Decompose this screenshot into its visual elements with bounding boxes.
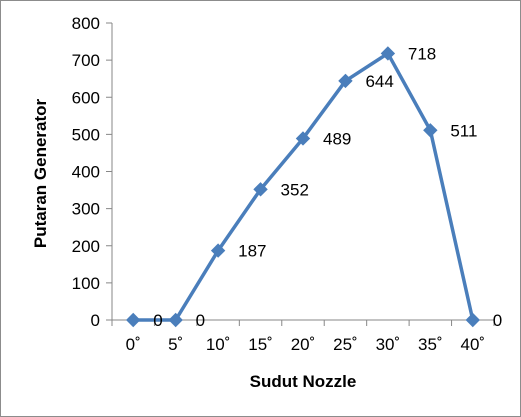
data-label: 718 bbox=[408, 44, 436, 63]
x-tick-label: 20˚ bbox=[291, 335, 316, 354]
data-point-marker bbox=[168, 312, 183, 328]
y-tick-label: 700 bbox=[72, 51, 100, 70]
data-label: 644 bbox=[365, 72, 393, 91]
x-tick-label: 40˚ bbox=[460, 335, 485, 354]
data-point-marker bbox=[423, 123, 438, 138]
y-tick-label: 200 bbox=[72, 237, 100, 256]
data-label: 489 bbox=[323, 129, 351, 148]
x-tick-label: 10˚ bbox=[206, 335, 231, 354]
x-axis-title: Sudut Nozzle bbox=[250, 372, 357, 391]
x-tick-label: 15˚ bbox=[248, 335, 273, 354]
data-label: 352 bbox=[281, 180, 309, 199]
data-label: 0 bbox=[196, 311, 205, 330]
x-axis-ticks: 0˚ 5˚ 10˚ 15˚ 20˚ 25˚ 30˚ 35˚ 40˚ bbox=[111, 320, 495, 354]
data-label: 187 bbox=[238, 242, 266, 261]
y-tick-label: 0 bbox=[91, 311, 100, 330]
data-point-marker bbox=[295, 131, 311, 146]
y-tick-label: 500 bbox=[72, 125, 100, 144]
x-tick-label: 35˚ bbox=[418, 335, 443, 354]
x-tick-label: 30˚ bbox=[376, 335, 401, 354]
axes bbox=[111, 23, 494, 321]
data-label: 511 bbox=[450, 121, 477, 140]
y-tick-label: 400 bbox=[72, 163, 100, 182]
y-tick-label: 100 bbox=[72, 274, 100, 293]
y-axis-ticks: 0 100 200 300 400 500 600 700 800 bbox=[72, 14, 112, 330]
series-line-group bbox=[126, 46, 480, 328]
data-point-marker bbox=[380, 46, 396, 61]
data-label: 0 bbox=[153, 311, 162, 330]
data-point-marker bbox=[338, 73, 353, 89]
data-labels: 0 0 187 352 489 644 718 511 0 bbox=[153, 44, 502, 330]
y-tick-label: 600 bbox=[72, 88, 100, 107]
data-point-marker bbox=[253, 182, 268, 197]
x-tick-label: 0˚ bbox=[126, 335, 141, 354]
y-axis-title: Putaran Generator bbox=[31, 98, 50, 248]
data-point-marker bbox=[465, 312, 480, 328]
data-point-marker bbox=[126, 312, 141, 328]
y-tick-label: 300 bbox=[72, 200, 100, 219]
y-tick-label: 800 bbox=[72, 14, 100, 33]
x-tick-label: 25˚ bbox=[333, 335, 358, 354]
data-point-marker bbox=[210, 243, 226, 258]
x-tick-label: 5˚ bbox=[168, 335, 183, 354]
data-label: 0 bbox=[493, 311, 502, 330]
